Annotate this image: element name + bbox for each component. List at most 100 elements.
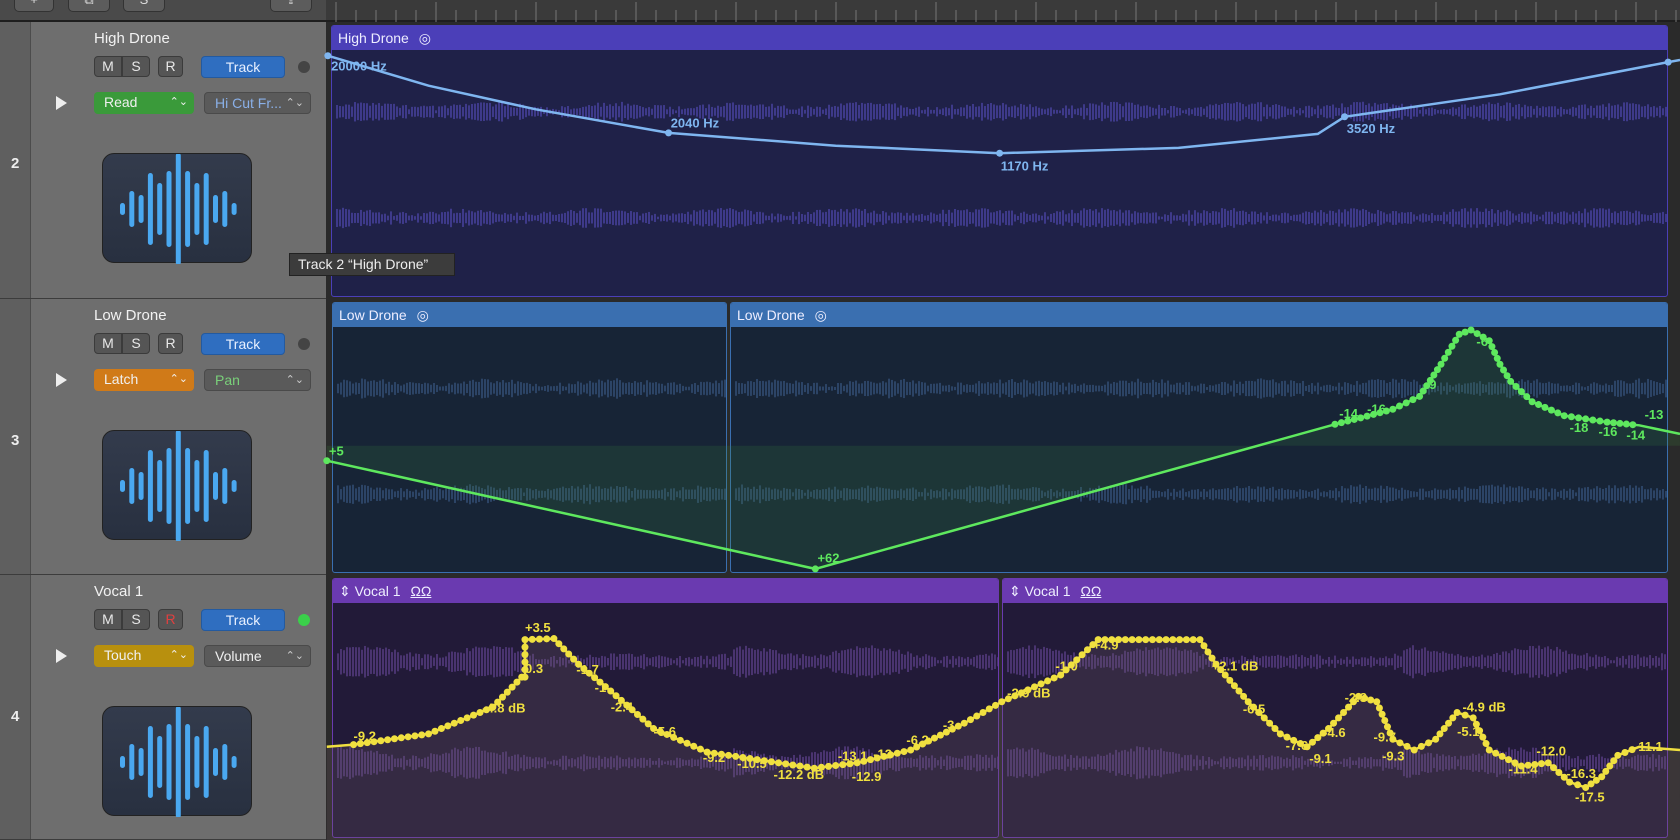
automation-node [1548,407,1555,414]
automation-node [1051,674,1058,681]
automation-node [973,713,980,720]
automation-value-label: -10.5 [737,756,767,771]
automation-node [894,750,901,757]
automation-value-label: -14 [1339,406,1359,421]
automation-node [1381,717,1388,724]
automation-node [1479,734,1486,741]
automation-node [961,720,968,727]
automation-value-label: -2.3 [1345,690,1367,705]
automation-node [1561,412,1568,419]
automation-node [1271,725,1278,732]
automation-node [684,740,691,747]
automation-node [1376,705,1383,712]
automation-value-label: -0.3 [521,661,543,676]
automation-node [634,711,641,718]
automation-node [1142,636,1149,643]
automation-node [1545,759,1552,766]
automation-node [1550,764,1557,771]
automation-node [1555,769,1562,776]
automation-node [444,722,451,729]
automation-value-label: -4.9 dB [1462,699,1505,714]
automation-node [992,702,999,709]
automation-node [613,692,620,699]
automation-node [565,650,572,657]
automation-value-label: -11.1 [1634,739,1663,754]
automation-node [1266,720,1273,727]
automation-value-label: -3 [943,718,955,733]
automation-node [1169,636,1176,643]
automation-node [405,733,412,740]
automation-node [645,720,652,727]
automation-node [1438,361,1445,368]
automation-node [451,720,458,727]
automation-node [425,730,432,737]
automation-node [967,716,974,723]
automation-node [1340,709,1347,716]
automation-node [900,748,907,755]
automation-node [550,635,557,642]
automation-node [812,565,819,572]
automation-node [377,737,384,744]
automation-node [1404,743,1411,750]
automation-node [431,728,438,735]
automation-node [1411,746,1418,753]
automation-node [1129,636,1136,643]
automation-node [1541,404,1548,411]
automation-node [825,763,832,770]
automation-node [1240,693,1247,700]
automation-node [1156,636,1163,643]
automation-value-label: -11.4 [1509,762,1539,777]
automation-value-label: -5.1 [1457,724,1479,739]
automation-node [931,735,938,742]
automation-node [1448,343,1455,350]
automation-value-label: -6.5 [1243,702,1265,717]
automation-node [555,640,562,647]
automation-value-label: +62 [817,550,839,565]
automation-value-label: +5 [329,443,344,458]
automation-node [521,636,528,643]
automation-node [1196,636,1203,643]
automation-value-label: -2.4 [611,699,634,714]
automation-value-label: -9.2 [354,728,376,743]
automation-node [1335,714,1342,721]
automation-node [1425,739,1432,746]
automation-node [1454,709,1461,716]
automation-value-label: -1.0 [1055,659,1077,674]
automation-value-label: -16 [1599,424,1618,439]
automation-node [1277,730,1284,737]
automation-node [775,759,782,766]
automation-value-label: -7.6 [1286,738,1308,753]
automation-node [996,150,1003,157]
automation-node [1389,406,1396,413]
automation-value-label: 3520 Hz [1347,121,1396,136]
automation-node [1418,743,1425,750]
automation-value-label: -14 [1626,427,1646,442]
automation-node [1445,349,1452,356]
automation-node [1190,636,1197,643]
automation-node [690,743,697,750]
automation-node [639,716,646,723]
track-tooltip: Track 2 “High Drone” [289,253,455,276]
automation-node [1367,696,1374,703]
automation-node [607,688,614,695]
automation-node [1621,749,1628,756]
automation-node [1044,677,1051,684]
automation-node [536,636,543,643]
automation-node [1149,636,1156,643]
automation-node [1183,636,1190,643]
automation-node [470,712,477,719]
automation-node [1226,677,1233,684]
automation-node [1309,739,1316,746]
automation-node [1470,714,1477,721]
automation-node [521,644,528,651]
automation-node [1535,401,1542,408]
automation-node [560,645,567,652]
automation-node [1507,378,1514,385]
automation-value-label: -12 [873,747,892,762]
automation-node [521,651,528,658]
automation-node [398,734,405,741]
automation-value-label: -12.9 [852,769,882,784]
automation-value-label: -9.3 [1382,749,1404,764]
automation-value-label: -2.9 dB [1007,685,1050,700]
